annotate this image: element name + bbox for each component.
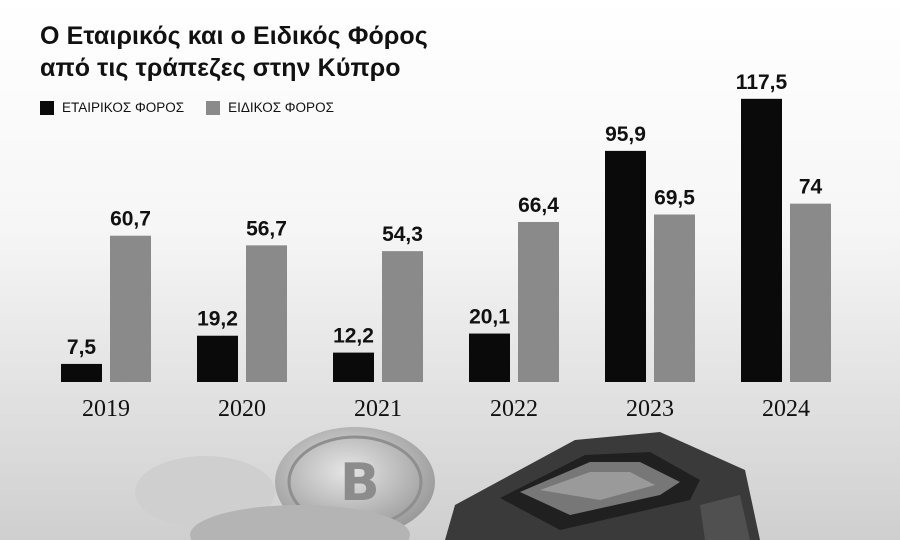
value-label-corporate-tax-2023: 95,9 <box>605 123 646 146</box>
x-tick-label-2023: 2023 <box>626 396 674 422</box>
legend-item-corporate-tax: ΕΤΑΙΡΙΚΟΣ ΦΟΡΟΣ <box>40 100 184 115</box>
value-label-special-tax-2022: 66,4 <box>518 194 559 217</box>
value-label-corporate-tax-2021: 12,2 <box>333 325 374 348</box>
value-label-special-tax-2024: 74 <box>799 176 823 199</box>
svg-text:B: B <box>340 453 380 513</box>
x-tick-label-2021: 2021 <box>354 396 402 422</box>
bar-corporate-tax-2024 <box>741 98 782 382</box>
chart-title-line-2: από τις τράπεζες στην Κύπρο <box>40 54 401 82</box>
value-label-special-tax-2023: 69,5 <box>654 187 695 210</box>
x-tick-label-2020: 2020 <box>218 396 266 422</box>
bar-corporate-tax-2023 <box>605 150 646 382</box>
legend-swatch-special-tax <box>206 100 221 115</box>
bar-special-tax-2020 <box>246 245 287 382</box>
legend: ΕΤΑΙΡΙΚΟΣ ΦΟΡΟΣ ΕΙΔΙΚΟΣ ΦΟΡΟΣ <box>40 100 356 115</box>
value-label-corporate-tax-2022: 20,1 <box>469 306 510 329</box>
value-label-corporate-tax-2019: 7,5 <box>67 336 97 359</box>
chart-title-line-1: Ο Εταιρικός και ο Ειδικός Φόρος <box>40 22 428 50</box>
x-tick-label-2019: 2019 <box>82 396 130 422</box>
bar-corporate-tax-2019 <box>61 363 102 382</box>
bar-special-tax-2023 <box>654 214 695 382</box>
bar-corporate-tax-2022 <box>469 333 510 382</box>
x-tick-label-2024: 2024 <box>762 396 810 422</box>
bar-special-tax-2024 <box>790 203 831 382</box>
value-label-special-tax-2020: 56,7 <box>246 217 287 240</box>
legend-label-corporate-tax: ΕΤΑΙΡΙΚΟΣ ΦΟΡΟΣ <box>62 100 185 115</box>
legend-swatch-corporate-tax <box>40 100 54 115</box>
legend-item-special-tax: ΕΙΔΙΚΟΣ ΦΟΡΟΣ <box>206 100 334 115</box>
value-label-special-tax-2021: 54,3 <box>382 223 423 246</box>
bar-special-tax-2021 <box>382 251 423 382</box>
value-label-corporate-tax-2020: 19,2 <box>197 308 238 331</box>
value-label-corporate-tax-2024: 117,5 <box>736 71 788 94</box>
coin-icon: B <box>135 427 435 540</box>
value-label-special-tax-2019: 60,7 <box>110 208 151 231</box>
x-tick-label-2022: 2022 <box>490 396 538 422</box>
bar-corporate-tax-2021 <box>333 352 374 382</box>
legend-label-special-tax: ΕΙΔΙΚΟΣ ΦΟΡΟΣ <box>228 100 334 115</box>
bar-special-tax-2019 <box>110 235 151 382</box>
bar-special-tax-2022 <box>518 221 559 382</box>
bar-corporate-tax-2020 <box>197 335 238 382</box>
calculator-icon <box>445 432 760 540</box>
